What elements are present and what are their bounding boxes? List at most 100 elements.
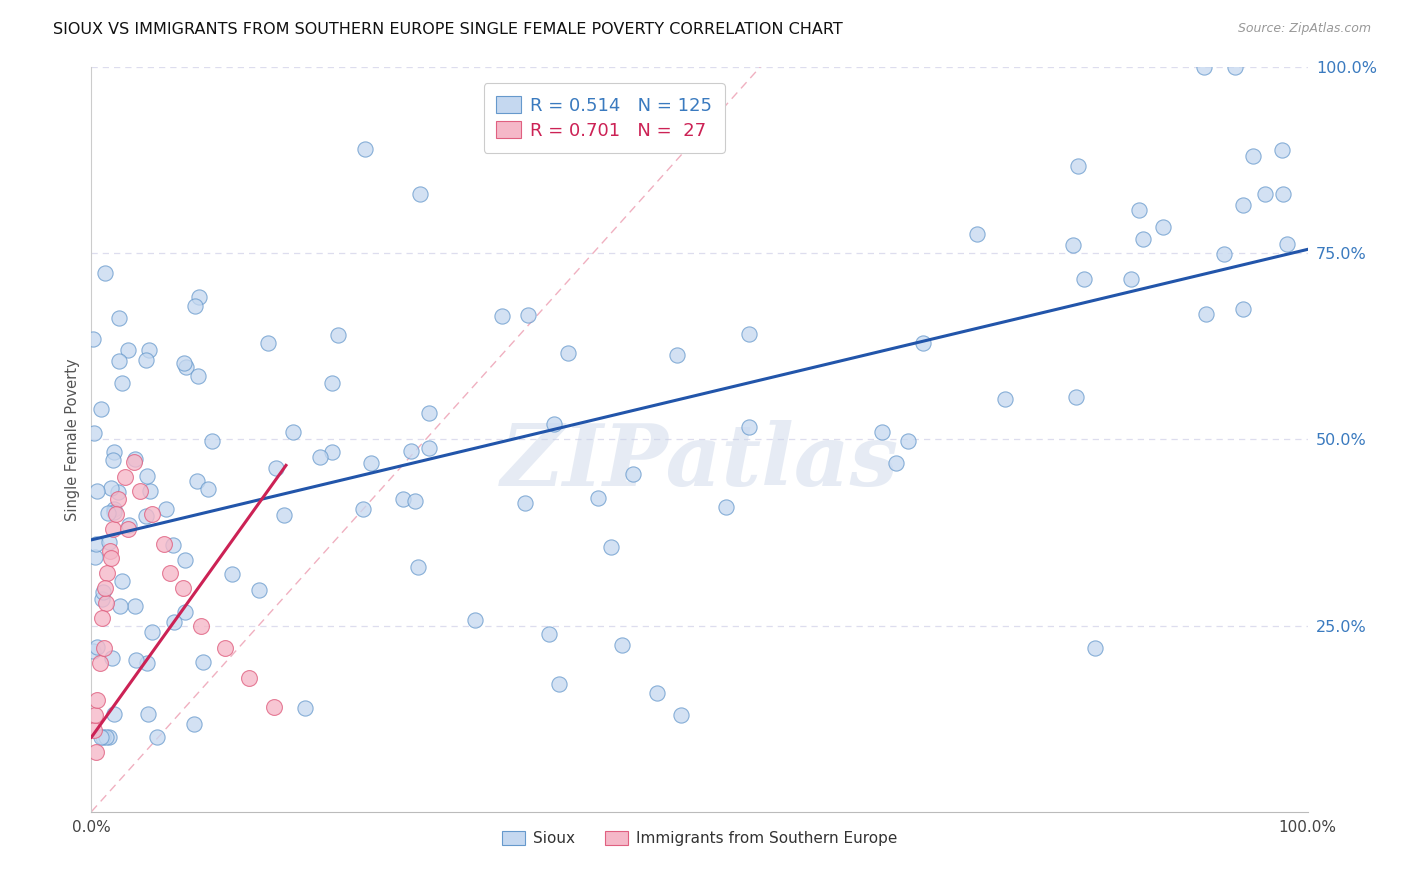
Point <box>86 640 108 654</box>
Point <box>84 537 107 551</box>
Point <box>392 491 415 506</box>
Point <box>111 574 134 588</box>
Point <box>107 491 129 506</box>
Point <box>135 469 157 483</box>
Point <box>294 701 316 715</box>
Point <box>326 328 349 343</box>
Point <box>623 467 645 481</box>
Point <box>1212 247 1234 261</box>
Point <box>543 417 565 431</box>
Point <box>1275 236 1298 251</box>
Point <box>1232 197 1254 211</box>
Point <box>1132 232 1154 246</box>
Point <box>122 455 145 469</box>
Point <box>1064 390 1087 404</box>
Point <box>103 707 125 722</box>
Point <box>108 311 131 326</box>
Point <box>104 507 127 521</box>
Point <box>159 566 181 581</box>
Point <box>406 560 429 574</box>
Point <box>82 332 104 346</box>
Point <box>360 457 382 471</box>
Point <box>658 112 681 126</box>
Point <box>97 506 120 520</box>
Point <box>103 505 125 519</box>
Point <box>173 356 195 370</box>
Point <box>141 507 163 521</box>
Point <box>1192 60 1215 74</box>
Point <box>188 290 211 304</box>
Point <box>173 605 195 619</box>
Point <box>538 627 561 641</box>
Point <box>221 566 243 581</box>
Point <box>214 640 236 655</box>
Point <box>125 653 148 667</box>
Point <box>94 596 117 610</box>
Point <box>612 638 634 652</box>
Point <box>91 611 114 625</box>
Point <box>548 677 571 691</box>
Point <box>1084 640 1107 655</box>
Point <box>1121 272 1143 286</box>
Point <box>645 685 668 699</box>
Point <box>738 326 761 341</box>
Point <box>174 359 197 374</box>
Point <box>90 730 112 744</box>
Point <box>186 475 208 489</box>
Point <box>141 625 163 640</box>
Point <box>1271 143 1294 157</box>
Point <box>100 481 122 495</box>
Point <box>557 346 579 360</box>
Point <box>108 599 131 613</box>
Point <box>114 469 136 483</box>
Point <box>91 584 114 599</box>
Text: ZIPatlas: ZIPatlas <box>501 420 898 503</box>
Point <box>714 500 737 515</box>
Point <box>94 582 117 596</box>
Point <box>124 599 146 613</box>
Point <box>96 566 118 581</box>
Point <box>994 392 1017 407</box>
Point <box>124 451 146 466</box>
Point <box>98 730 121 744</box>
Point <box>588 491 610 505</box>
Point <box>1062 238 1084 252</box>
Point <box>117 343 139 358</box>
Point <box>84 745 107 759</box>
Point <box>82 644 104 658</box>
Point <box>513 496 536 510</box>
Point <box>94 266 117 280</box>
Point <box>264 460 287 475</box>
Point <box>464 613 486 627</box>
Point <box>111 376 134 391</box>
Legend: Sioux, Immigrants from Southern Europe: Sioux, Immigrants from Southern Europe <box>496 825 903 853</box>
Point <box>599 540 621 554</box>
Point <box>238 671 260 685</box>
Point <box>100 551 122 566</box>
Point <box>135 509 157 524</box>
Point <box>139 484 162 499</box>
Point <box>129 484 152 499</box>
Point <box>201 434 224 449</box>
Point <box>84 707 107 722</box>
Point <box>83 550 105 565</box>
Point <box>404 494 426 508</box>
Text: SIOUX VS IMMIGRANTS FROM SOUTHERN EUROPE SINGLE FEMALE POVERTY CORRELATION CHART: SIOUX VS IMMIGRANTS FROM SOUTHERN EUROPE… <box>53 22 844 37</box>
Point <box>101 651 124 665</box>
Point <box>1152 220 1174 235</box>
Point <box>1272 186 1295 201</box>
Point <box>103 522 125 536</box>
Point <box>263 700 285 714</box>
Point <box>191 655 214 669</box>
Text: Source: ZipAtlas.com: Source: ZipAtlas.com <box>1237 22 1371 36</box>
Point <box>354 142 377 156</box>
Point <box>1067 159 1090 173</box>
Point <box>155 501 177 516</box>
Point <box>872 425 894 439</box>
Point <box>89 656 111 670</box>
Point <box>1241 149 1264 163</box>
Point <box>90 401 112 416</box>
Point <box>409 186 432 201</box>
Point <box>418 442 440 456</box>
Point <box>107 354 129 368</box>
